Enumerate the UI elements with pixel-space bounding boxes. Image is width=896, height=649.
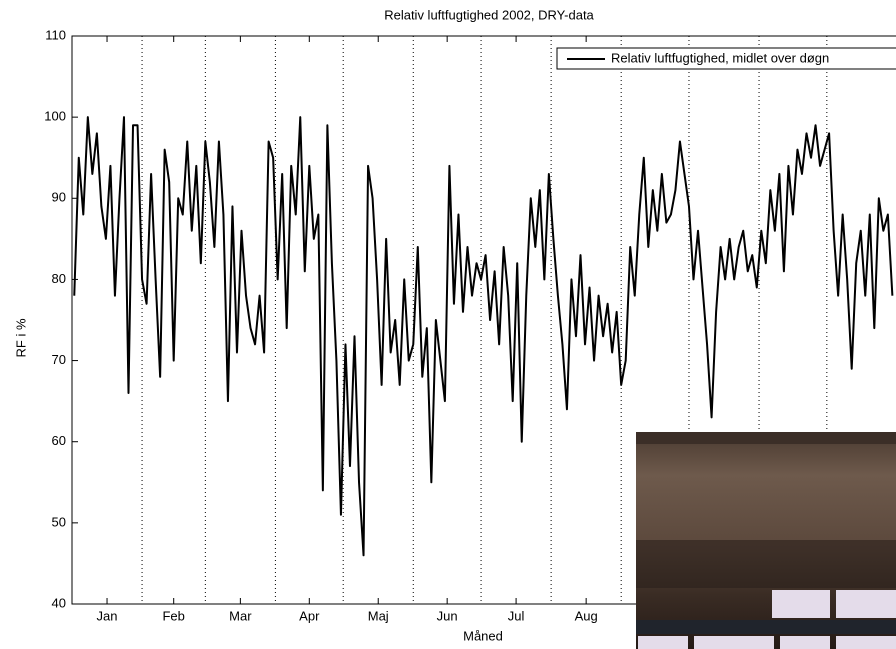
photo-overlay bbox=[636, 432, 896, 649]
y-tick-label: 90 bbox=[52, 190, 66, 205]
y-tick-label: 50 bbox=[52, 514, 66, 529]
x-tick-label: Feb bbox=[162, 608, 184, 623]
x-tick-label: Jan bbox=[97, 608, 118, 623]
photo-frame-bar bbox=[636, 620, 896, 634]
photo-pane bbox=[772, 590, 830, 618]
photo-beam bbox=[636, 432, 896, 444]
page: Relativ luftfugtighed 2002, DRY-data Mån… bbox=[0, 0, 896, 649]
y-tick-label: 70 bbox=[52, 352, 66, 367]
x-tick-label: Apr bbox=[299, 608, 320, 623]
y-tick-label: 40 bbox=[52, 595, 66, 610]
chart: Relativ luftfugtighed 2002, DRY-data Mån… bbox=[0, 0, 896, 649]
y-tick-label: 100 bbox=[44, 109, 66, 124]
y-tick-label: 60 bbox=[52, 433, 66, 448]
photo-pane bbox=[638, 636, 688, 649]
x-axis-label: Måned bbox=[463, 628, 503, 643]
photo-pane bbox=[780, 636, 830, 649]
x-tick-label: Mar bbox=[229, 608, 252, 623]
y-tick-label: 110 bbox=[45, 27, 66, 42]
y-axis-label: RF i % bbox=[13, 318, 28, 357]
x-tick-label: Aug bbox=[575, 608, 598, 623]
x-tick-label: Jun bbox=[437, 608, 458, 623]
y-tick-label: 80 bbox=[52, 271, 66, 286]
photo-pane bbox=[836, 590, 896, 618]
x-tick-label: Jul bbox=[508, 608, 525, 623]
photo-pane bbox=[694, 636, 774, 649]
legend-label: Relativ luftfugtighed, midlet over døgn bbox=[611, 50, 829, 65]
x-tick-label: Maj bbox=[368, 608, 389, 623]
chart-title: Relativ luftfugtighed 2002, DRY-data bbox=[384, 7, 594, 22]
photo-shadow bbox=[636, 540, 896, 588]
photo-pane bbox=[836, 636, 896, 649]
